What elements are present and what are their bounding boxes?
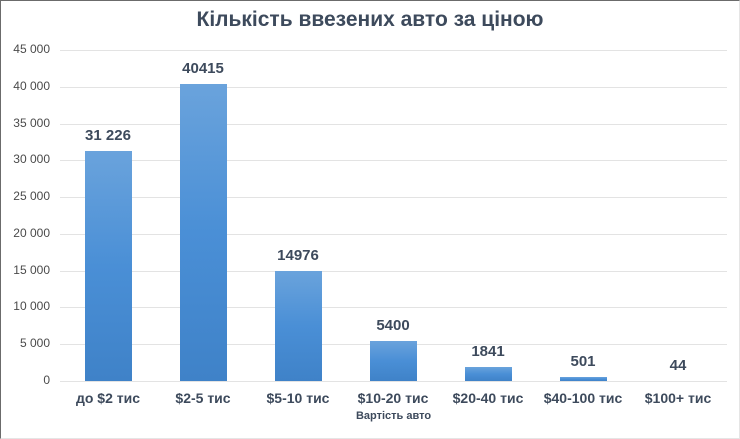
bar [84,151,132,381]
gridline [60,50,727,51]
y-tick-label: 10 000 [13,299,50,314]
gridline [60,86,727,88]
value-label: 44 [669,356,687,374]
y-tick-label: 25 000 [13,189,50,204]
gridline [60,233,727,235]
gridline [60,197,727,199]
bar [179,83,227,381]
y-tick-label: 5 000 [19,336,50,351]
gridline [60,123,727,125]
gridline [60,160,727,162]
x-tick-label: $20-40 тис [452,390,524,406]
y-tick-label: 15 000 [13,262,50,277]
x-tick-label: до $2 тис [75,390,141,406]
value-label: 31 226 [85,127,131,145]
y-tick-label: 45 000 [13,42,50,56]
x-tick-label: $2-5 тис [175,390,231,406]
x-tick-label: $100+ тис [644,390,712,406]
value-label: 14976 [277,246,319,264]
x-tick-label: $5-10 тис [266,390,330,406]
x-tick-label: $10-20 тис [357,390,429,406]
y-tick-label: 20 000 [13,225,50,240]
gridline [60,270,727,272]
value-label: 1841 [471,343,505,361]
bar [369,341,417,381]
chart-title: Кількість ввезених авто за ціною [196,8,544,31]
value-label: 5400 [376,317,410,335]
y-tick-label: 35 000 [13,115,50,130]
bar [464,367,512,381]
value-label: 40415 [182,59,224,77]
x-axis-title: Вартість авто [355,410,432,422]
y-tick-label: 0 [43,373,50,387]
y-tick-label: 40 000 [13,78,50,93]
value-label: 501 [570,353,596,371]
x-tick-label: $40-100 тис [543,390,623,406]
y-tick-label: 30 000 [13,152,50,167]
bar [274,270,322,381]
bar [559,377,607,381]
gridline [60,381,727,382]
gridline [60,307,727,309]
